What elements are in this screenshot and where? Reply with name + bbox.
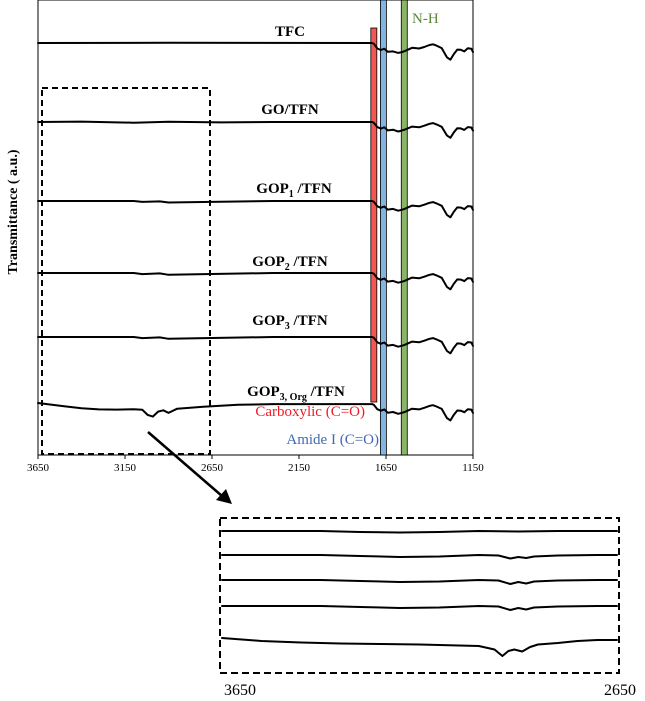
spectrum-line-1	[37, 41, 474, 61]
zoom-region-box	[41, 87, 211, 455]
inset-spectrum-line-4	[221, 605, 618, 611]
inset-spectrum-line-3	[221, 579, 618, 585]
band-label-amide: Amide I (C=O)	[286, 432, 379, 448]
inset-spectrum-line-5	[221, 637, 618, 657]
series-label-2: GO/TFN	[261, 102, 319, 118]
inset-spectra	[221, 530, 618, 657]
highlight-bands	[370, 0, 408, 456]
spectrum-line-4	[37, 272, 474, 291]
inset-spectrum-line-1	[221, 530, 618, 534]
band-amide-i	[379, 0, 387, 456]
band-nh	[400, 0, 408, 456]
series-label-6: GOP3, Org /TFN	[247, 384, 345, 403]
series-label-4: GOP2 /TFN	[252, 254, 328, 273]
inset-tick-2650: 2650	[604, 682, 636, 699]
series-label-5: GOP3 /TFN	[252, 313, 328, 332]
main-plot-frame	[37, 0, 474, 456]
x-tick-label: 2150	[288, 462, 311, 474]
series-labels: TFC GO/TFN GOP1 /TFN GOP2 /TFN GOP3 /TFN GOP3…	[247, 24, 345, 403]
x-tick-label: 3150	[114, 462, 137, 474]
x-tick-label: 1650	[375, 462, 398, 474]
spectrum-line-3	[37, 200, 474, 219]
x-tick-label: 2650	[201, 462, 224, 474]
spectrum-line-5	[37, 336, 474, 355]
x-tick-label: 1150	[462, 462, 484, 474]
x-tick-label: 3650	[27, 462, 50, 474]
zoom-arrow-line	[147, 431, 223, 497]
spectrum-line-2	[37, 120, 474, 139]
main-spectra	[37, 41, 474, 422]
series-label-1: TFC	[275, 24, 305, 40]
band-carboxylic	[370, 27, 378, 403]
y-axis-label: Transmittance ( a.u.)	[6, 149, 21, 274]
series-label-3: GOP1 /TFN	[256, 181, 332, 200]
inset-tick-3650: 3650	[224, 682, 256, 699]
inset-spectrum-line-2	[221, 554, 618, 560]
band-label-carboxylic: Carboxylic (C=O)	[255, 404, 365, 420]
inset-box	[219, 517, 620, 674]
spectrum-line-6	[37, 402, 474, 422]
x-axis-ticks: 3650 3150 2650 2150 1650 1150	[27, 455, 484, 474]
band-label-nh: N-H	[412, 11, 439, 27]
zoom-arrow-head	[216, 489, 232, 504]
